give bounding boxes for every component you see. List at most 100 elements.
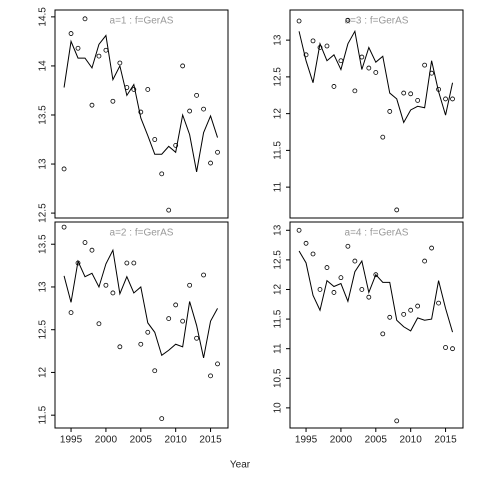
y-tick-label: 14 [38, 60, 49, 72]
data-point [159, 171, 165, 177]
data-point [352, 258, 358, 264]
y-tick-label: 12 [273, 283, 284, 295]
data-point [310, 251, 316, 257]
data-point [443, 345, 448, 350]
data-point [331, 290, 337, 295]
data-point [415, 303, 421, 309]
data-point [89, 102, 95, 108]
data-point [331, 84, 337, 89]
y-tick-label: 11.5 [273, 309, 284, 328]
data-point [110, 290, 116, 296]
x-axis-label: Year [230, 460, 251, 471]
data-point [436, 300, 441, 306]
data-point [145, 329, 151, 335]
data-point [61, 224, 67, 230]
data-point [387, 109, 393, 114]
data-point [131, 260, 137, 266]
data-point [103, 282, 109, 288]
x-tick-label: 2000 [95, 435, 118, 446]
y-tick-label: 12.5 [273, 250, 284, 270]
data-point [159, 416, 165, 421]
data-point [138, 109, 144, 115]
data-point [303, 240, 309, 246]
data-point [450, 346, 455, 352]
data-point [194, 92, 200, 98]
data-point [96, 53, 102, 59]
data-point [422, 258, 428, 264]
data-point [401, 311, 407, 317]
data-point [173, 142, 179, 148]
data-point [208, 160, 213, 166]
data-point [82, 16, 88, 22]
data-point [201, 272, 206, 278]
y-tick-label: 11.5 [38, 405, 49, 424]
data-point [408, 307, 414, 313]
data-point [450, 96, 455, 102]
data-point [82, 240, 88, 245]
y-tick-label: 13 [273, 224, 284, 236]
data-point [366, 294, 372, 300]
data-point [303, 52, 309, 58]
panel-title: a=1 : f=GerAS [110, 16, 174, 27]
data-point [180, 318, 186, 324]
data-point [187, 108, 193, 114]
fit-line [63, 34, 219, 172]
x-tick-label: 2000 [330, 435, 353, 446]
data-point [124, 260, 130, 266]
data-point [429, 245, 435, 251]
data-point [443, 96, 448, 102]
x-tick-label: 2015 [199, 435, 222, 446]
x-tick-label: 2005 [130, 435, 153, 446]
panel-title: a=3 : f=GerAS [345, 16, 409, 27]
data-point [408, 91, 414, 97]
data-point [394, 418, 400, 424]
data-point [180, 63, 186, 69]
data-point [387, 314, 393, 320]
y-tick-label: 13 [273, 34, 284, 46]
data-point [208, 373, 213, 379]
y-tick-label: 12 [273, 108, 284, 120]
y-tick-label: 13 [38, 281, 49, 293]
y-tick-label: 11 [273, 182, 284, 193]
data-point [415, 98, 421, 103]
data-point [394, 207, 400, 213]
data-point [117, 344, 123, 350]
data-point [324, 265, 330, 270]
y-tick-label: 13.5 [38, 105, 49, 125]
panel-frame [54, 9, 229, 219]
data-point [338, 58, 344, 64]
data-point [338, 275, 344, 281]
y-tick-label: 10.5 [273, 368, 284, 388]
data-point [152, 368, 158, 374]
panel-frame [289, 9, 464, 219]
data-point [401, 90, 407, 96]
x-tick-label: 1995 [60, 435, 83, 446]
data-point [201, 106, 206, 112]
data-point [373, 70, 379, 75]
data-point [138, 341, 144, 347]
x-tick-label: 1995 [295, 435, 318, 446]
data-point [131, 87, 137, 92]
data-point [310, 38, 316, 44]
data-point [75, 45, 81, 51]
data-point [187, 282, 193, 288]
y-tick-label: 13 [38, 158, 49, 170]
x-tick-label: 2010 [400, 435, 423, 446]
data-point [173, 302, 179, 308]
data-point [68, 31, 74, 36]
y-tick-label: 12.5 [38, 203, 49, 223]
data-point [345, 17, 351, 23]
y-tick-label: 11 [273, 343, 284, 354]
y-tick-label: 10 [273, 402, 284, 414]
data-point [366, 65, 372, 71]
data-point [345, 243, 351, 249]
data-point [68, 310, 74, 316]
data-point [166, 207, 172, 213]
data-point [166, 316, 172, 321]
data-point [103, 47, 109, 53]
data-point [317, 287, 323, 292]
data-point [373, 272, 379, 278]
y-tick-label: 12.5 [273, 67, 284, 87]
panel-title: a=4 : f=GerAS [345, 228, 409, 239]
y-tick-label: 14.5 [38, 7, 49, 27]
